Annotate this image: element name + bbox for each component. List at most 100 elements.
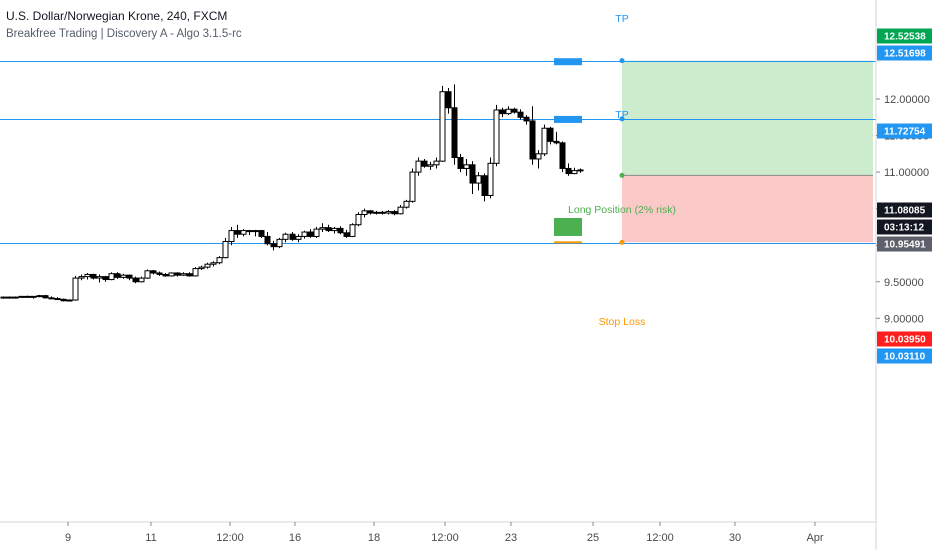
candle-body-up [228, 230, 235, 243]
candle [535, 150, 542, 169]
candle-body-up [301, 231, 308, 237]
candle [571, 167, 578, 175]
sl-handle[interactable] [619, 239, 625, 245]
candle-body-down [156, 272, 163, 275]
candle-body-up [276, 238, 283, 248]
candle [493, 104, 500, 167]
price-tag-label: 03:13:12 [884, 223, 924, 234]
candle-body-up [180, 273, 187, 276]
candle [30, 295, 37, 299]
candle [409, 168, 416, 203]
sl-label: Stop Loss [599, 316, 646, 328]
candle-body-up [252, 230, 259, 233]
price-tag-bg [877, 236, 932, 252]
price-tag-bg [877, 45, 932, 61]
price-tag-bg [877, 202, 932, 218]
candle [457, 153, 464, 173]
price-tag: 10.03110 [877, 348, 932, 364]
tp-label-1: TP [615, 13, 628, 25]
candle [301, 230, 308, 239]
indicator-name: Breakfree Trading | Discovery A - Algo 3… [6, 28, 242, 40]
candle-body-down [289, 233, 296, 240]
candle-body-up [331, 227, 338, 232]
candle [6, 296, 13, 299]
tp-marker-2[interactable] [554, 115, 582, 123]
x-tick-label: 25 [587, 532, 599, 544]
price-tag: 11.72754 [877, 123, 932, 139]
candle-body-down [391, 211, 398, 215]
candle [295, 234, 302, 243]
candle-body-down [270, 243, 277, 248]
tp-label-2: TP [615, 109, 628, 121]
candle-body-down [547, 127, 554, 142]
candle [198, 265, 205, 271]
candle [252, 229, 259, 237]
candle [180, 272, 187, 276]
candle-body-down [559, 142, 566, 169]
price-tag: 12.52538 [877, 28, 932, 44]
candle-body-up [216, 257, 223, 264]
entry-marker[interactable] [554, 218, 582, 236]
time-axis-ticks: 9 11 12:00 16 18 12:00 23 25 12:00 30 Apr [65, 522, 824, 544]
candle [18, 295, 25, 298]
candle-body-up [355, 213, 362, 226]
candle-body-down [162, 273, 169, 277]
candle-body-down [54, 298, 61, 301]
position-zones [622, 60, 873, 243]
candle-body-down [529, 120, 536, 160]
position-labels: TP TP Long Position (2% risk) Stop Loss [568, 13, 676, 328]
candle [565, 163, 572, 176]
candle [96, 274, 103, 283]
candle-body-up [427, 164, 434, 167]
candle-body-up [72, 277, 79, 301]
candle-body-down [451, 107, 458, 158]
candle [475, 172, 482, 191]
candle [48, 296, 55, 300]
candle-body-down [132, 277, 139, 283]
price-tag-label: 12.52538 [884, 32, 926, 43]
candle-body-up [349, 224, 356, 237]
candle-body-up [373, 211, 380, 214]
x-tick-label: 12:00 [646, 532, 674, 544]
price-tag: 03:13:12 [877, 219, 932, 235]
candle [487, 157, 494, 199]
candle [246, 229, 253, 235]
candle [379, 210, 386, 215]
candle-body-down [307, 231, 314, 237]
candle [150, 270, 157, 275]
candle-body-down [246, 230, 253, 233]
candles [0, 84, 584, 302]
tp-handle[interactable] [619, 58, 625, 64]
entry-label: Long Position (2% risk) [568, 204, 676, 216]
sl-marker[interactable] [554, 241, 582, 244]
candle-body-up [120, 274, 127, 278]
candle-body-up [313, 228, 320, 237]
tp-marker-1[interactable] [554, 58, 582, 66]
candle [385, 210, 392, 215]
candle [156, 271, 163, 276]
candle-body-down [421, 160, 428, 167]
candle [343, 229, 350, 238]
candle-body-down [337, 227, 344, 234]
candle-body-down [114, 273, 121, 278]
candle-body-up [397, 206, 404, 215]
candle [138, 276, 145, 283]
candle [168, 272, 175, 277]
candle [577, 168, 584, 173]
candle [415, 157, 422, 176]
candle [289, 232, 296, 241]
y-tick-label: 9.50000 [884, 277, 924, 289]
candle [270, 240, 277, 251]
candle-body-down [511, 108, 518, 113]
candle-body-down [523, 116, 530, 122]
tp2-handle[interactable] [619, 116, 625, 122]
candle-body-up [84, 273, 91, 278]
candle [541, 124, 548, 157]
candle-body-down [186, 273, 193, 277]
candle-body-up [403, 200, 410, 208]
candle-body-down [553, 140, 560, 144]
candle [469, 161, 476, 195]
entry-handle[interactable] [619, 172, 625, 178]
candle [481, 173, 488, 202]
